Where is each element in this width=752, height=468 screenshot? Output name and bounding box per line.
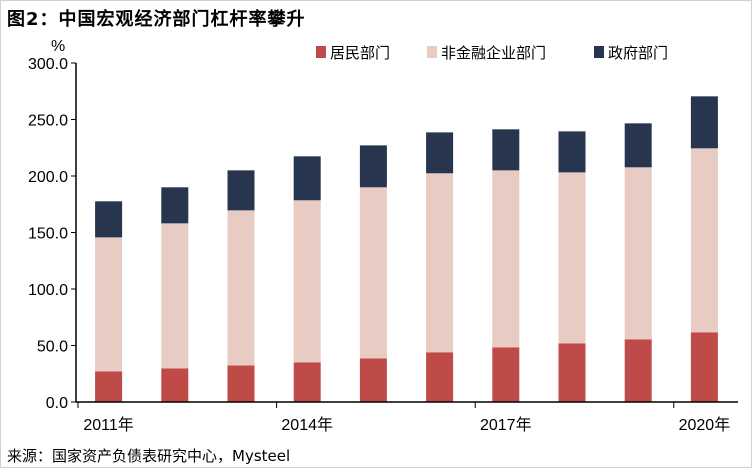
x-tick-label: 2020年 bbox=[679, 416, 731, 434]
legend-label-1: 非金融企业部门 bbox=[441, 44, 546, 62]
bar-segment-0-9 bbox=[690, 332, 718, 402]
y-tick-label: 100.0 bbox=[28, 282, 68, 299]
bar-segment-2-6 bbox=[492, 129, 520, 171]
source-note: 来源：国家资产负债表研究中心，Mysteel bbox=[7, 447, 291, 465]
bar-segment-1-7 bbox=[558, 172, 586, 344]
bar-segment-0-8 bbox=[624, 339, 652, 402]
bar-segment-1-1 bbox=[161, 223, 189, 369]
y-axis-unit: % bbox=[51, 38, 65, 55]
y-tick-label: 300.0 bbox=[28, 56, 68, 73]
bar-segment-2-2 bbox=[227, 170, 255, 211]
y-tick-label: 50.0 bbox=[37, 339, 68, 356]
legend-label-0: 居民部门 bbox=[330, 44, 390, 62]
bar-segment-0-4 bbox=[359, 358, 387, 402]
bar-segment-1-8 bbox=[624, 167, 652, 340]
bar-segment-2-4 bbox=[359, 145, 387, 188]
bar-segment-0-2 bbox=[227, 365, 255, 402]
y-tick-label: 200.0 bbox=[28, 169, 68, 186]
legend-swatch-2 bbox=[594, 46, 604, 58]
bar-segment-1-5 bbox=[426, 173, 454, 353]
bar-segment-0-0 bbox=[95, 371, 123, 402]
bar-segment-1-6 bbox=[492, 170, 520, 348]
x-tick-label: 2017年 bbox=[480, 416, 532, 434]
x-tick-label: 2011年 bbox=[83, 416, 133, 434]
bar-segment-0-5 bbox=[426, 352, 454, 402]
legend-swatch-1 bbox=[427, 46, 437, 58]
bar-segment-2-5 bbox=[426, 132, 454, 174]
bar-segment-0-1 bbox=[161, 368, 189, 402]
bar-segment-2-8 bbox=[624, 123, 652, 168]
bar-segment-2-7 bbox=[558, 131, 586, 173]
legend-swatch-0 bbox=[316, 46, 326, 58]
bar-segment-0-6 bbox=[492, 347, 520, 402]
bar-segment-0-3 bbox=[293, 362, 321, 402]
bar-segment-1-0 bbox=[95, 237, 123, 372]
bar-segment-1-3 bbox=[293, 200, 321, 363]
x-tick-label: 2014年 bbox=[281, 416, 333, 434]
bar-segment-2-9 bbox=[690, 96, 718, 149]
chart-title: 图2：中国宏观经济部门杠杆率攀升 bbox=[7, 9, 306, 30]
bar-segment-2-3 bbox=[293, 156, 321, 201]
y-tick-label: 250.0 bbox=[28, 113, 68, 130]
bar-segment-1-4 bbox=[359, 187, 387, 359]
bar-segment-1-2 bbox=[227, 210, 255, 366]
legend-label-2: 政府部门 bbox=[608, 44, 668, 62]
y-tick-label: 150.0 bbox=[28, 226, 68, 243]
bar-segment-1-9 bbox=[690, 148, 718, 333]
y-tick-label: 0.0 bbox=[46, 395, 68, 412]
bar-segment-2-1 bbox=[161, 187, 189, 224]
bar-segment-2-0 bbox=[95, 201, 123, 238]
bar-segment-0-7 bbox=[558, 343, 586, 402]
